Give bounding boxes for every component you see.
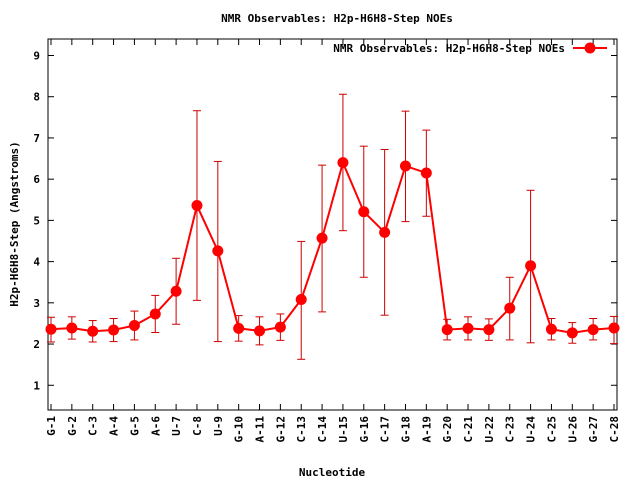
x-tick-label: G-1	[45, 416, 58, 436]
data-point	[337, 157, 349, 169]
data-point	[462, 322, 474, 334]
x-tick-label: U-15	[337, 416, 350, 443]
data-point	[566, 327, 578, 339]
data-points	[45, 157, 620, 339]
data-point	[128, 319, 140, 331]
x-tick-label: G-12	[274, 416, 287, 443]
data-point	[504, 302, 516, 314]
x-tick-label: C-13	[295, 416, 308, 443]
y-tick-label: 3	[33, 297, 40, 310]
x-tick-label: C-25	[545, 416, 558, 443]
data-point	[274, 321, 286, 333]
x-tick-label: U-24	[525, 416, 538, 443]
x-tick-label: C-8	[191, 416, 204, 436]
chart-title: NMR Observables: H2p-H6H8-Step NOEs	[221, 12, 453, 25]
y-axis: 1 2 3 4 5 6 7 8 9	[33, 49, 617, 392]
x-tick-label: A-11	[254, 416, 267, 443]
x-tick-label: C-28	[608, 416, 621, 443]
x-tick-label: U-7	[170, 416, 183, 436]
x-tick-label: G-18	[399, 416, 412, 443]
data-point	[212, 245, 224, 257]
y-tick-label: 9	[33, 49, 40, 62]
data-point	[441, 324, 453, 336]
data-point	[608, 322, 620, 334]
x-tick-label: G-2	[66, 416, 79, 436]
y-tick-label: 1	[33, 379, 40, 392]
plot-frame	[47, 38, 618, 411]
data-point	[587, 324, 599, 336]
y-tick-label: 4	[33, 256, 40, 269]
x-tick-label: G-16	[358, 416, 371, 443]
x-axis: G-1 G-2 C-3 A-4 G-5 A-6 U-7 C-8 U-9 G-10 A-11 G-12 C…	[45, 39, 621, 443]
x-tick-label: C-14	[316, 416, 329, 443]
x-tick-label: G-20	[441, 416, 454, 443]
data-point	[191, 200, 203, 212]
legend-marker	[584, 42, 596, 54]
x-tick-label: G-27	[587, 416, 600, 443]
data-point	[149, 308, 161, 320]
x-tick-label: U-26	[566, 416, 579, 443]
x-tick-label: G-10	[233, 416, 246, 443]
legend-label: NMR Observables: H2p-H6H8-Step NOEs	[333, 42, 565, 55]
data-point	[420, 167, 432, 179]
legend: NMR Observables: H2p-H6H8-Step NOEs	[333, 42, 607, 55]
x-tick-label: G-5	[128, 416, 141, 436]
x-tick-label: A-6	[149, 416, 162, 436]
y-tick-label: 6	[33, 173, 40, 186]
x-tick-label: U-9	[212, 416, 225, 436]
data-point	[399, 160, 411, 172]
data-point	[545, 323, 557, 335]
x-tick-label: U-22	[483, 416, 496, 443]
y-tick-label: 8	[33, 91, 40, 104]
data-point	[316, 232, 328, 244]
data-point	[525, 260, 537, 272]
data-point	[295, 294, 307, 306]
data-point	[87, 325, 99, 337]
data-point	[66, 322, 78, 334]
data-point	[483, 324, 495, 336]
data-point	[170, 285, 182, 297]
data-point	[108, 324, 120, 336]
y-tick-label: 2	[33, 338, 40, 351]
y-axis-label: H2p-H6H8-Step (Angstroms)	[8, 141, 21, 307]
x-tick-label: A-19	[420, 416, 433, 443]
data-point	[379, 226, 391, 238]
x-tick-label: C-21	[462, 416, 475, 443]
x-tick-label: C-17	[379, 416, 392, 443]
y-tick-label: 5	[33, 214, 40, 227]
x-axis-label: Nucleotide	[299, 466, 366, 479]
series-line	[50, 159, 615, 334]
x-tick-label: A-4	[108, 416, 121, 436]
x-tick-label: C-3	[87, 416, 100, 436]
data-point	[254, 325, 266, 337]
data-point	[358, 206, 370, 218]
data-point	[45, 323, 57, 335]
error-bars	[47, 93, 618, 360]
y-tick-label: 7	[33, 132, 40, 145]
data-point	[233, 322, 245, 334]
x-tick-label: C-23	[504, 416, 517, 443]
